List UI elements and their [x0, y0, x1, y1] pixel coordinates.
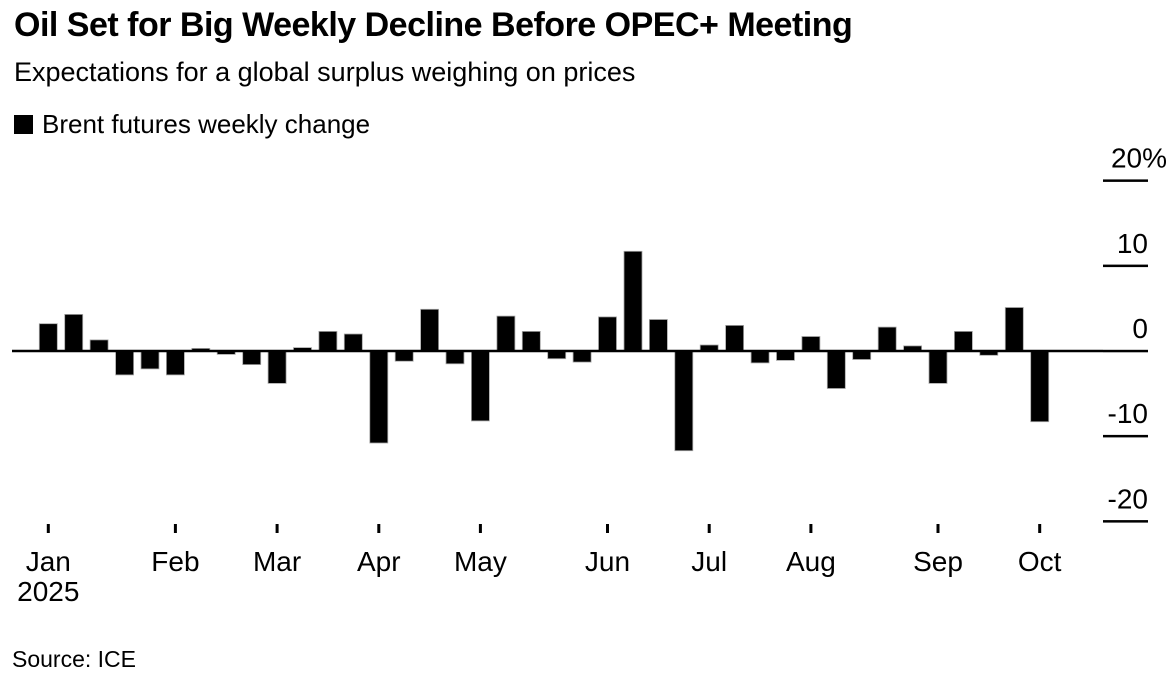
bar — [1004, 307, 1024, 352]
x-axis-tick — [809, 524, 813, 533]
bar — [954, 330, 973, 352]
legend-swatch — [14, 115, 33, 134]
bar — [852, 350, 872, 360]
x-axis-month-label: Sep — [913, 546, 963, 577]
bar — [343, 333, 363, 352]
bar — [64, 313, 84, 352]
y-axis-tick — [1103, 434, 1148, 438]
bar — [420, 308, 440, 352]
x-axis-month-label: Mar — [253, 546, 301, 577]
x-axis-tick — [377, 524, 381, 533]
bar — [750, 350, 770, 364]
x-axis-tick — [936, 524, 940, 533]
bar — [318, 330, 338, 352]
bar — [572, 350, 592, 363]
x-axis-tick — [275, 524, 279, 533]
y-axis-tick — [1103, 349, 1148, 353]
chart-title: Oil Set for Big Weekly Decline Before OP… — [14, 6, 853, 44]
bar — [115, 350, 134, 376]
chart-subtitle: Expectations for a global surplus weighi… — [14, 57, 636, 87]
x-axis-tick — [707, 524, 711, 533]
y-axis-label: -20 — [1108, 483, 1148, 514]
source-note: Source: ICE — [12, 646, 136, 672]
x-axis-month-label: Feb — [151, 546, 199, 577]
y-axis-tick — [1103, 520, 1148, 523]
y-axis-tick — [1103, 264, 1148, 268]
x-axis-tick — [606, 524, 609, 533]
bar — [521, 330, 541, 352]
legend-series-label: Brent futures weekly change — [42, 109, 371, 139]
zero-line — [12, 349, 1103, 353]
bar — [649, 319, 668, 352]
x-axis-tick — [46, 524, 50, 533]
bar — [826, 350, 846, 389]
bar — [445, 350, 465, 365]
y-axis-tick — [1103, 179, 1148, 182]
bar — [776, 350, 795, 361]
x-axis-tick — [478, 524, 482, 533]
bar — [369, 350, 389, 444]
bar — [1030, 350, 1050, 423]
bar — [165, 350, 185, 376]
x-axis-tick — [173, 524, 177, 533]
x-axis-month-label: Aug — [786, 546, 836, 577]
bar — [267, 350, 287, 384]
bar — [674, 350, 694, 452]
legend: Brent futures weekly change — [14, 109, 370, 140]
bar — [470, 350, 490, 422]
x-axis-month-label: Apr — [357, 546, 401, 577]
y-axis-label: 0 — [1132, 313, 1148, 344]
x-axis-month-label: Jul — [691, 546, 727, 577]
x-axis-month-label: Jan — [26, 546, 71, 577]
bar — [623, 250, 643, 352]
bar — [394, 350, 414, 362]
x-axis-year-label: 2025 — [17, 576, 79, 607]
bar — [242, 350, 262, 366]
bar — [877, 326, 897, 352]
bar — [598, 316, 617, 352]
y-axis-label: -10 — [1108, 398, 1148, 429]
bar — [38, 323, 58, 352]
bar — [928, 350, 948, 384]
y-axis-label: 20% — [1111, 143, 1167, 174]
bar — [496, 315, 516, 352]
bar — [725, 324, 744, 352]
x-axis-month-label: Jun — [585, 546, 630, 577]
x-axis-month-label: Oct — [1018, 546, 1062, 577]
x-axis-month-label: May — [454, 546, 507, 577]
y-axis-label: 10 — [1117, 228, 1148, 259]
x-axis-tick — [1038, 524, 1042, 533]
bar — [140, 350, 160, 370]
bar — [89, 339, 109, 352]
bar — [801, 336, 821, 352]
